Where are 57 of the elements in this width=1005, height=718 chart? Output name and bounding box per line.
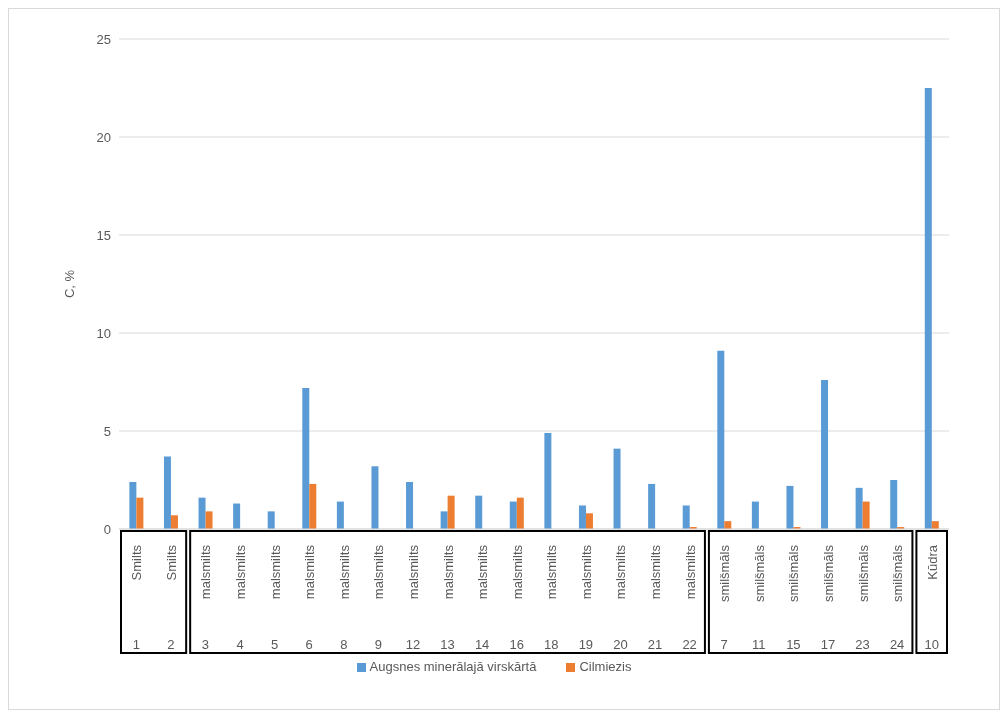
x-tick-label: 1 [132, 637, 140, 652]
y-tick-label: 0 [103, 521, 111, 537]
text: smilšmāls [890, 544, 906, 603]
x-tick-label: 4 [236, 637, 244, 652]
text: malsmilts [405, 544, 421, 600]
text: malsmilts [648, 544, 664, 600]
text: malsmilts [302, 544, 318, 600]
text: smilšmāls [751, 544, 767, 603]
x-tick-label: 3 [201, 637, 210, 652]
y-tick-label: 10 [96, 325, 111, 341]
x-tick-label: 13 [440, 637, 455, 652]
text: Smilts [163, 544, 179, 581]
text: malsmilts [198, 544, 214, 600]
x-tick-label: 8 [340, 637, 348, 652]
x-tick-label: 15 [786, 637, 801, 652]
legend-label: Cilmiezis [579, 659, 632, 674]
x-tick-label: 11 [752, 637, 766, 652]
x-tick-label: 22 [682, 637, 697, 652]
y-tick-label: 5 [103, 423, 111, 439]
text: malsmilts [475, 544, 491, 600]
x-tick-label: 17 [820, 637, 836, 652]
text: malsmilts [544, 544, 560, 600]
y-tick-label: 20 [96, 129, 111, 145]
x-tick-label: 5 [271, 637, 279, 652]
x-tick-label: 18 [544, 637, 559, 652]
text: smilšmāls [786, 544, 802, 603]
text: malsmilts [613, 544, 629, 600]
text: Kūdra [924, 544, 940, 580]
x-tick-label: 19 [578, 637, 594, 652]
x-tick-label: 24 [889, 637, 905, 652]
x-tick-label: 7 [720, 637, 728, 652]
y-tick-label: 25 [96, 31, 111, 47]
text: malsmilts [267, 544, 283, 600]
text: smilšmāls [855, 544, 871, 603]
x-tick-label: 6 [305, 637, 313, 652]
text: Smilts [129, 544, 145, 581]
text: malsmilts [336, 544, 352, 600]
text: malsmilts [578, 544, 594, 600]
x-tick-label: 2 [167, 637, 175, 652]
x-tick-label: 23 [855, 637, 870, 652]
x-tick-label: 9 [374, 637, 382, 652]
x-tick-label: 21 [647, 637, 663, 652]
text: malsmilts [440, 544, 456, 600]
text: smilšmāls [820, 544, 836, 603]
x-tick-label: 10 [924, 637, 939, 652]
text: smilšmāls [717, 544, 733, 603]
text: malsmilts [509, 544, 525, 600]
text: malsmilts [233, 544, 249, 600]
text: malsmilts [371, 544, 387, 600]
y-axis-title: C, % [61, 269, 77, 299]
legend-label: Augsnes minerālajā virskārtā [369, 659, 537, 674]
x-tick-label: 16 [509, 637, 524, 652]
x-tick-label: 20 [613, 637, 628, 652]
x-tick-label: 12 [405, 637, 421, 652]
x-tick-label: 14 [474, 637, 490, 652]
text: malsmilts [682, 544, 698, 600]
y-tick-label: 15 [96, 227, 111, 243]
